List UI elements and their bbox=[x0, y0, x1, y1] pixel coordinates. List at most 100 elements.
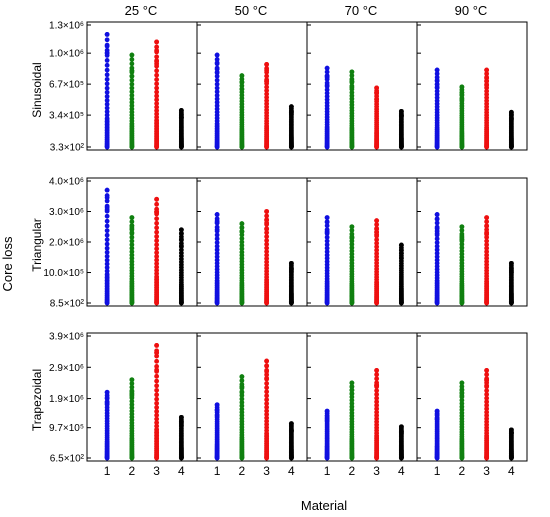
data-point bbox=[288, 108, 294, 114]
data-point bbox=[239, 236, 245, 241]
data-point bbox=[239, 406, 245, 412]
data-point bbox=[484, 388, 490, 394]
panel-r2-c3 bbox=[306, 177, 418, 307]
data-point bbox=[214, 73, 220, 79]
data-point bbox=[154, 101, 160, 106]
data-point bbox=[349, 79, 355, 84]
y-tick-label: 9.7×10⁵ bbox=[49, 423, 84, 434]
data-point bbox=[264, 78, 270, 84]
data-point bbox=[154, 250, 160, 256]
data-point bbox=[154, 264, 160, 270]
data-point bbox=[374, 399, 380, 405]
data-point bbox=[264, 241, 270, 247]
y-axis-title: Core loss bbox=[0, 236, 15, 291]
data-point bbox=[484, 249, 490, 255]
row-label-triangular: Triangular bbox=[30, 218, 44, 272]
data-point bbox=[239, 384, 245, 390]
data-point bbox=[178, 243, 184, 249]
data-point bbox=[264, 88, 270, 94]
data-point bbox=[398, 250, 404, 256]
data-point bbox=[214, 254, 220, 260]
data-point bbox=[459, 92, 465, 98]
data-point bbox=[214, 240, 220, 246]
column-title-70c: 70 °C bbox=[345, 3, 378, 18]
data-point bbox=[324, 74, 330, 80]
y-tick-label: 6.5×10² bbox=[50, 454, 85, 465]
data-point bbox=[434, 243, 440, 249]
data-point bbox=[214, 218, 220, 224]
data-point bbox=[264, 67, 270, 73]
data-point bbox=[264, 84, 270, 90]
data-point-max bbox=[374, 218, 380, 224]
data-point bbox=[349, 245, 355, 251]
data-point bbox=[129, 249, 135, 255]
data-point bbox=[104, 62, 110, 68]
y-tick-label: 1.0×10⁶ bbox=[49, 49, 84, 60]
x-tick-label: 3 bbox=[373, 464, 380, 478]
data-point-max bbox=[349, 224, 355, 230]
data-point bbox=[129, 245, 135, 251]
data-point-max bbox=[434, 67, 440, 73]
data-point bbox=[239, 239, 245, 245]
data-point bbox=[154, 383, 160, 389]
data-point bbox=[104, 271, 110, 277]
data-point bbox=[264, 220, 270, 226]
data-point bbox=[129, 96, 135, 102]
data-point bbox=[104, 207, 110, 213]
data-point bbox=[324, 255, 330, 261]
data-point bbox=[264, 408, 270, 414]
data-point bbox=[129, 252, 135, 258]
data-point-max bbox=[288, 260, 294, 266]
data-point bbox=[459, 228, 465, 233]
data-point bbox=[129, 234, 135, 240]
data-point-max bbox=[374, 368, 380, 373]
data-point bbox=[374, 382, 380, 388]
data-point bbox=[104, 116, 110, 121]
data-point bbox=[324, 252, 330, 258]
data-point bbox=[239, 86, 245, 92]
data-point bbox=[264, 363, 270, 369]
data-point-max bbox=[349, 69, 355, 75]
data-point bbox=[374, 402, 380, 408]
data-point bbox=[374, 376, 380, 382]
data-point-max bbox=[178, 227, 184, 233]
data-point bbox=[214, 85, 220, 91]
data-point bbox=[104, 72, 110, 78]
data-point-max bbox=[324, 215, 330, 221]
data-point bbox=[154, 358, 160, 364]
data-point bbox=[154, 242, 160, 248]
data-point-max bbox=[264, 209, 270, 214]
data-point bbox=[104, 265, 110, 270]
data-point bbox=[214, 96, 220, 102]
data-point bbox=[398, 431, 404, 436]
data-point bbox=[214, 57, 220, 62]
x-tick-label: 2 bbox=[129, 464, 136, 478]
data-point bbox=[154, 97, 160, 103]
data-point bbox=[349, 228, 355, 233]
data-point bbox=[459, 237, 465, 242]
data-point bbox=[214, 243, 220, 249]
data-point bbox=[264, 256, 270, 262]
data-point bbox=[104, 112, 110, 118]
data-point bbox=[154, 108, 160, 114]
data-point bbox=[154, 54, 160, 60]
data-point bbox=[484, 413, 490, 418]
data-point bbox=[154, 423, 160, 429]
data-point bbox=[104, 249, 110, 255]
data-point bbox=[484, 406, 490, 412]
data-point bbox=[154, 378, 160, 384]
data-point bbox=[104, 195, 110, 201]
data-point bbox=[154, 392, 160, 398]
data-point-max bbox=[239, 221, 245, 227]
data-point bbox=[434, 254, 440, 260]
data-point bbox=[398, 247, 404, 253]
data-point bbox=[154, 72, 160, 78]
x-tick-label: 4 bbox=[288, 464, 295, 478]
data-point bbox=[374, 251, 380, 256]
data-point bbox=[214, 236, 220, 242]
data-point bbox=[434, 236, 440, 242]
data-point bbox=[104, 237, 110, 243]
data-point bbox=[214, 92, 220, 98]
data-point bbox=[104, 105, 110, 111]
data-point-max bbox=[104, 31, 110, 37]
